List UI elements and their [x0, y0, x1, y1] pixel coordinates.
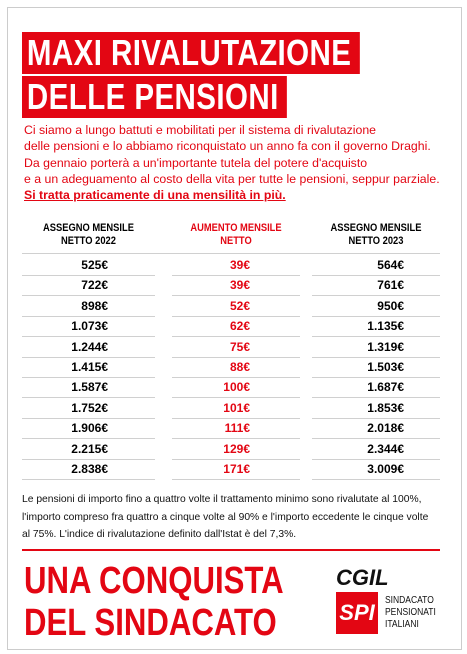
row-separator — [312, 336, 440, 338]
cell: 3.009€ — [367, 462, 404, 476]
row-separator — [312, 275, 440, 276]
logo-cgil: CGIL — [336, 565, 389, 590]
title-line: MAXI RIVALUTAZIONE — [22, 32, 360, 74]
cell: 2.838€ — [71, 462, 108, 476]
row-separator — [172, 438, 300, 440]
cell: 761€ — [377, 278, 404, 293]
logo-org-line: PENSIONATI — [385, 607, 436, 618]
row-separator — [22, 417, 155, 419]
row-separator — [172, 479, 300, 480]
cell: 39€ — [229, 258, 250, 272]
row-separator — [22, 275, 155, 276]
title-line: DELLE PENSIONI — [22, 76, 287, 118]
intro-line: Da gennaio porterà a un'importante tutel… — [24, 155, 368, 170]
row-separator — [312, 417, 440, 419]
cell: 111€ — [224, 421, 250, 436]
cell: 2.344€ — [367, 441, 404, 456]
row-separator — [172, 336, 300, 338]
cell: 100€ — [223, 380, 250, 395]
column-header: NETTO 2023 — [348, 235, 404, 247]
row-separator — [312, 295, 440, 297]
note-line: l'importo compreso fra quattro a cinque … — [22, 511, 429, 523]
cell: 75€ — [229, 339, 250, 354]
row-separator — [22, 315, 155, 317]
cell: 1.587€ — [71, 380, 108, 395]
row-separator — [22, 397, 155, 399]
row-separator — [312, 377, 440, 378]
row-separator — [172, 275, 300, 276]
slogan-line: DEL SINDACATO — [24, 602, 277, 644]
row-separator — [172, 417, 300, 419]
cell: 101€ — [223, 400, 250, 415]
column-header: ASSEGNO MENSILE — [43, 222, 134, 234]
row-separator — [172, 315, 300, 317]
row-separator — [22, 458, 155, 460]
intro-highlight: Si tratta praticamente di una mensilità … — [24, 188, 286, 202]
row-separator — [22, 356, 155, 358]
cell: 2.215€ — [71, 441, 108, 456]
cell: 564€ — [377, 258, 404, 272]
row-separator — [172, 458, 300, 460]
row-separator — [172, 397, 300, 399]
column-header: NETTO 2022 — [61, 235, 116, 247]
row-separator — [312, 438, 440, 440]
cell: 1.853€ — [367, 400, 404, 415]
cell: 1.503€ — [367, 360, 404, 374]
logo-spi: SPI — [336, 592, 378, 634]
cell: 525€ — [81, 258, 108, 272]
cell: 1.687€ — [367, 380, 404, 395]
row-separator — [22, 295, 155, 297]
cell: 129€ — [223, 441, 250, 456]
row-separator — [22, 336, 155, 338]
row-separator — [312, 315, 440, 317]
row-separator — [22, 377, 155, 378]
column-header: NETTO — [220, 235, 252, 247]
cell: 171€ — [223, 462, 250, 476]
cell: 1.319€ — [367, 339, 404, 354]
note-line: al 75%. L'indice di rivalutazione defini… — [22, 529, 297, 540]
footer-rule — [22, 549, 440, 551]
row-separator — [172, 377, 300, 378]
row-separator — [312, 458, 440, 460]
cell: 1.073€ — [71, 319, 108, 334]
cell: 39€ — [229, 278, 250, 293]
slogan-line: UNA CONQUISTA — [24, 560, 284, 602]
cell: 898€ — [81, 298, 108, 313]
cell: 52€ — [229, 298, 250, 313]
row-separator — [172, 356, 300, 358]
intro-line: delle pensioni e lo abbiamo riconquistat… — [24, 139, 431, 154]
cell: 1.244€ — [71, 339, 108, 354]
row-separator — [22, 253, 440, 254]
row-separator — [22, 438, 155, 440]
row-separator — [22, 479, 155, 480]
intro-line: e a un adeguamento al costo della vita p… — [24, 171, 440, 186]
row-separator — [312, 356, 440, 358]
row-separator — [172, 295, 300, 297]
cell: 1.752€ — [71, 400, 108, 415]
row-separator — [312, 397, 440, 399]
row-separator — [312, 479, 440, 480]
cell: 88€ — [229, 360, 250, 374]
cell: 1.906€ — [71, 421, 108, 436]
cell: 62€ — [229, 319, 250, 334]
page-border — [7, 7, 462, 650]
logo-org-line: ITALIANI — [385, 619, 419, 630]
logo-org-line: SINDACATO — [385, 595, 434, 606]
cell: 950€ — [377, 298, 404, 313]
column-header: AUMENTO MENSILE — [190, 222, 282, 234]
note-line: Le pensioni di importo fino a quattro vo… — [22, 494, 422, 505]
intro-line: Ci siamo a lungo battuti e mobilitati pe… — [24, 123, 376, 137]
cell: 1.135€ — [367, 319, 404, 334]
cell: 1.415€ — [71, 360, 108, 374]
cell: 2.018€ — [367, 421, 404, 436]
cell: 722€ — [81, 278, 108, 293]
column-header: ASSEGNO MENSILE — [330, 222, 422, 234]
